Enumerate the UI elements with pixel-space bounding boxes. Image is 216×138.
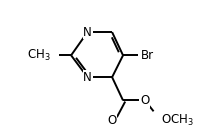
- Text: N: N: [83, 71, 92, 84]
- Text: OCH$_3$: OCH$_3$: [161, 113, 194, 128]
- Text: N: N: [83, 26, 92, 39]
- Text: O: O: [108, 114, 117, 127]
- Text: Br: Br: [141, 49, 154, 62]
- Text: O: O: [140, 94, 149, 107]
- Text: CH$_3$: CH$_3$: [27, 48, 51, 63]
